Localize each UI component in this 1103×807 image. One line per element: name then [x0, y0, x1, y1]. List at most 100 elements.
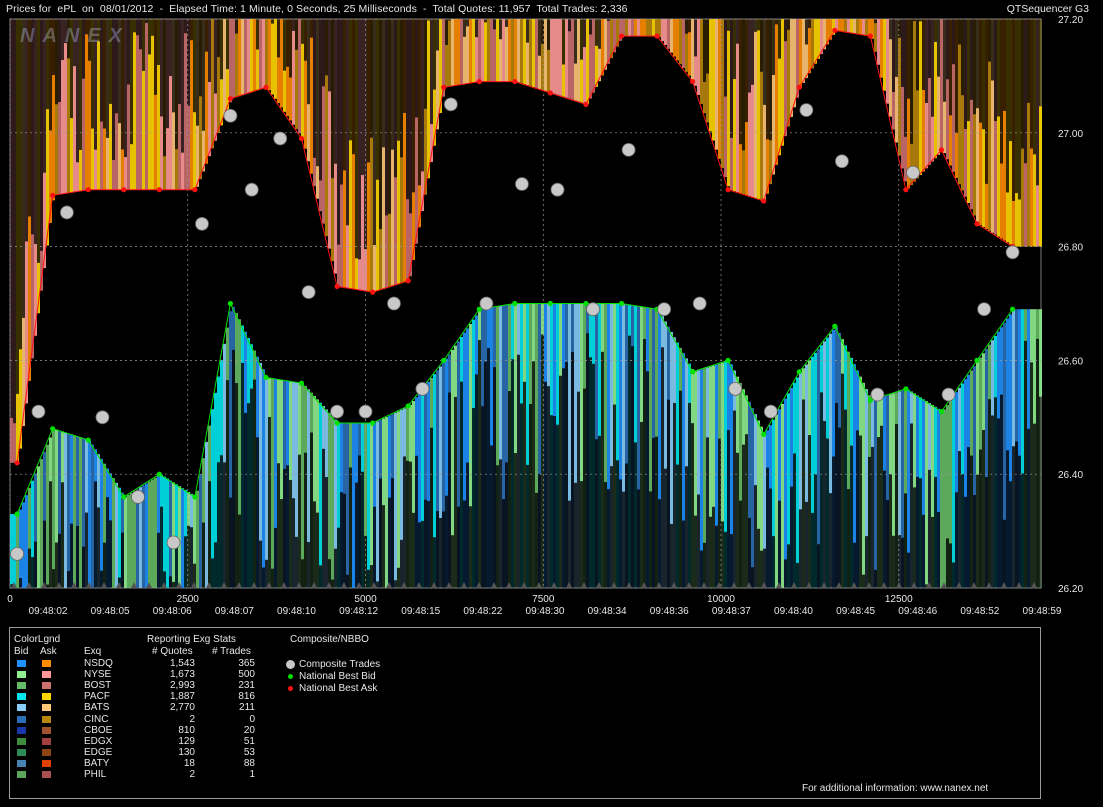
legend-ask-swatch [42, 671, 51, 679]
national-best-ask-point [441, 84, 447, 90]
bid-quote-bar [340, 422, 343, 493]
bid-quote-bar [973, 366, 976, 496]
national-best-ask-point [547, 90, 553, 96]
ask-quote-bar [334, 19, 337, 164]
bid-quote-bar [706, 437, 709, 588]
tick-marker [236, 582, 242, 588]
bid-quote-bar [676, 342, 679, 465]
ask-quote-bar [172, 112, 175, 190]
bid-quote-bar [547, 386, 550, 588]
bid-quote-bar [307, 542, 310, 588]
ask-quote-bar [43, 172, 46, 269]
bid-quote-bar [607, 303, 610, 490]
ask-quote-bar [1009, 141, 1012, 245]
tick-marker [941, 582, 947, 588]
bid-quote-bar [478, 311, 481, 341]
bid-quote-bar [61, 482, 64, 588]
ask-quote-bar [934, 41, 937, 159]
bid-quote-bar [799, 509, 802, 588]
bid-quote-bar [355, 422, 358, 483]
bid-quote-bar [421, 389, 424, 521]
footer-info: For additional information: www.nanex.ne… [802, 783, 989, 794]
bid-quote-bar [643, 306, 646, 340]
bid-quote-bar [739, 382, 742, 501]
bid-quote-bar [184, 490, 187, 537]
bid-quote-bar [319, 565, 322, 588]
bid-quote-bar [934, 406, 937, 477]
legend-trades-header: # Trades [212, 646, 251, 657]
ask-quote-bar [355, 258, 358, 290]
bid-quote-bar [646, 371, 649, 588]
ask-quote-bar [823, 19, 826, 50]
ask-quote-bar [988, 19, 991, 62]
ask-quote-bar [970, 99, 973, 210]
bid-quote-bar [967, 447, 970, 588]
national-best-bid-point [227, 300, 234, 307]
composite-trade-point [977, 302, 992, 317]
ask-quote-bar [904, 136, 907, 182]
ask-quote-bar [73, 66, 76, 193]
bid-quote-bar [508, 391, 511, 588]
bid-quote-bar [658, 499, 661, 588]
bid-quote-bar [19, 578, 22, 588]
bid-quote-bar [787, 544, 790, 588]
bid-quote-bar [106, 468, 109, 498]
bid-quote-bar [133, 491, 136, 588]
tick-marker [86, 582, 92, 588]
tick-marker [926, 582, 932, 588]
ask-quote-bar [856, 19, 859, 34]
bid-quote-bar [145, 483, 148, 588]
bid-quote-bar [901, 390, 904, 538]
bid-quote-bar [232, 306, 235, 350]
ask-quote-bar [166, 19, 169, 129]
legend-bid-swatch [17, 771, 26, 778]
ask-quote-bar [157, 19, 160, 65]
ask-quote-bar [193, 19, 196, 113]
y-tick-label: 26.60 [1058, 356, 1083, 367]
bid-quote-bar [700, 369, 703, 551]
bid-quote-bar [991, 415, 994, 588]
bid-quote-bar [736, 452, 739, 588]
ask-quote-bar [706, 19, 709, 74]
bid-quote-bar [802, 368, 805, 400]
time-label: 09:48:59 [1023, 606, 1062, 617]
bid-quote-bar [715, 525, 718, 588]
bid-quote-bar [151, 479, 154, 588]
composite-trade-point [443, 97, 458, 112]
national-best-ask-point [618, 33, 625, 39]
ask-quote-bar [280, 19, 283, 108]
bid-quote-bar [487, 307, 490, 349]
legend-bid-swatch [17, 704, 26, 712]
bid-quote-bar [583, 303, 586, 389]
bid-quote-bar [202, 522, 205, 588]
bid-quote-bar [547, 303, 550, 387]
bid-quote-bar [853, 364, 856, 543]
bid-quote-bar [445, 358, 448, 496]
bid-quote-bar [817, 544, 820, 588]
ask-quote-bar [607, 19, 610, 21]
bid-quote-bar [679, 347, 682, 391]
ask-quote-bar [889, 39, 892, 117]
bid-quote-bar [82, 438, 85, 547]
ask-quote-bar [559, 19, 562, 96]
ask-quote-bar [196, 19, 199, 126]
ask-quote-bar [91, 19, 94, 129]
bid-quote-bar [25, 495, 28, 588]
tick-marker [386, 582, 392, 588]
bid-quote-bar [544, 381, 547, 588]
time-label: 09:48:36 [650, 606, 689, 617]
bid-quote-bar [931, 516, 934, 588]
ask-quote-bar [199, 19, 202, 97]
bid-quote-bar [682, 353, 685, 521]
ask-quote-bar [991, 80, 994, 233]
composite-trade-point [358, 404, 373, 419]
bid-quote-bar [967, 374, 970, 448]
ask-quote-bar [943, 19, 946, 102]
bid-quote-bar [817, 349, 820, 545]
ask-quote-bar [244, 19, 247, 95]
bid-quote-bar [460, 381, 463, 588]
bid-quote-bar [940, 410, 943, 588]
bid-quote-bar [286, 380, 289, 466]
bid-quote-bar [604, 481, 607, 588]
ask-quote-bar [691, 19, 694, 80]
